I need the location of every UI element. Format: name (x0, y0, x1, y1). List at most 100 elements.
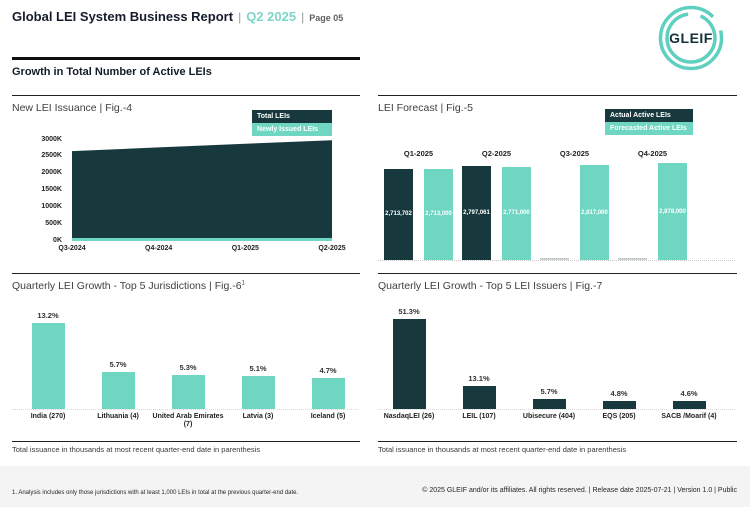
bar-chart-issuers: 51.3% 13.1% 5.7% 4.8% 4.6% (378, 304, 737, 409)
report-period: Q2 2025 (246, 9, 296, 24)
chart-title-fig6: Quarterly LEI Growth - Top 5 Jurisdictio… (12, 280, 245, 292)
forecast-category-label: Q4-2025 (638, 149, 667, 158)
note-divider (12, 441, 360, 442)
bar-value-label: 2,713,000 (425, 211, 452, 217)
legend-item-forecasted-active-leis: Forecasted Active LEIs (605, 122, 693, 135)
header-separator: | (301, 10, 304, 24)
pct-bar (172, 375, 205, 410)
pct-value-label: 4.7% (319, 366, 336, 375)
page-number: Page 05 (309, 13, 343, 23)
forecast-category-label: Q3-2025 (560, 149, 589, 158)
pct-bar (102, 372, 135, 409)
bar-value-label: 2,817,000 (581, 210, 608, 216)
bar-value-label: 2,771,000 (503, 210, 530, 216)
copyright: © 2025 GLEIF and/or its affiliates. All … (422, 487, 737, 494)
panel-top5-lei-issuers: Quarterly LEI Growth - Top 5 LEI Issuers… (378, 273, 737, 461)
pct-bar (32, 323, 65, 409)
x-axis-label: Q2-2025 (318, 245, 345, 252)
pct-value-label: 5.7% (109, 360, 126, 369)
forecasted-active-leis-bar: 2,878,000 (658, 163, 687, 260)
x-axis-label: Q1-2025 (232, 245, 259, 252)
legend-fig4: Total LEIs Newly Issued LEIs (252, 110, 332, 136)
actual-active-leis-bar: 2,713,702 (384, 169, 413, 261)
gleif-logo-text: GLEIF (654, 30, 728, 46)
category-label: Ubisecure (404) (509, 413, 589, 421)
pct-value-label: 13.1% (468, 374, 489, 383)
bar-value-label: 2,878,000 (659, 209, 686, 215)
pct-bar (312, 378, 345, 409)
bar-value-label: 2,713,702 (385, 211, 412, 217)
legend-fig5: Actual Active LEIs Forecasted Active LEI… (605, 109, 693, 135)
forecasted-active-leis-bar: 2,771,000 (502, 167, 531, 260)
legend-item-actual-active-leis: Actual Active LEIs (605, 109, 693, 122)
gleif-logo: GLEIF (654, 4, 728, 72)
actual-active-leis-bar: 2,797,061 (462, 166, 491, 260)
forecast-category-label: Q1-2025 (404, 149, 433, 158)
pct-value-label: 5.7% (540, 387, 557, 396)
chart-note: Total issuance in thousands at most rece… (12, 445, 260, 454)
category-label: Iceland (5) (288, 413, 368, 421)
category-label: Latvia (3) (218, 413, 298, 421)
category-label: NasdaqLEI (26) (369, 413, 449, 421)
bar-value-label: 2,797,061 (463, 210, 490, 216)
panel-lei-forecast: LEI Forecast | Fig.-5 Actual Active LEIs… (378, 95, 737, 274)
category-label: SACB /Moarif (4) (649, 413, 729, 421)
category-label: LEIL (107) (439, 413, 519, 421)
chart-title-fig6-text: Quarterly LEI Growth - Top 5 Jurisdictio… (12, 280, 242, 292)
baseline (378, 409, 735, 410)
pct-bar (673, 401, 706, 409)
y-tick-label: 2000K (12, 169, 62, 176)
pct-value-label: 51.3% (398, 307, 419, 316)
y-tick-label: 1000K (12, 203, 62, 210)
chart-title-fig5: LEI Forecast | Fig.-5 (378, 102, 473, 114)
page-footer: 1. Analysis includes only those jurisdic… (0, 466, 750, 507)
panel-new-lei-issuance: New LEI Issuance | Fig.-4 Total LEIs New… (12, 95, 360, 274)
x-axis-label: Q3-2024 (58, 245, 85, 252)
forecasted-active-leis-bar: 2,817,000 (580, 165, 609, 260)
footnote: 1. Analysis includes only those jurisdic… (12, 490, 298, 496)
baseline (12, 409, 358, 410)
report-page: Global LEI System Business Report | Q2 202… (0, 0, 750, 507)
chart-title-fig7: Quarterly LEI Growth - Top 5 LEI Issuers… (378, 280, 602, 292)
grouped-bar-chart: Q1-2025 Q2-2025 Q3-2025 Q4-2025 2,713,702 2,7… (378, 149, 737, 260)
section-title: Growth in Total Number of Active LEIs (12, 66, 212, 78)
pct-value-label: 4.8% (610, 389, 627, 398)
pct-bar (463, 386, 496, 409)
baseline (378, 260, 735, 261)
forecasted-active-leis-bar: 2,713,000 (424, 169, 453, 260)
header-separator: | (238, 10, 241, 24)
y-tick-label: 0K (12, 237, 62, 244)
legend-item-total-leis: Total LEIs (252, 110, 332, 123)
y-tick-label: 500K (12, 220, 62, 227)
newly-issued-strip (72, 238, 332, 241)
legend-item-newly-issued-leis: Newly Issued LEIs (252, 123, 332, 136)
category-label: United Arab Emirates (7) (148, 413, 228, 429)
pct-bar (393, 319, 426, 409)
x-axis-label: Q4-2024 (145, 245, 172, 252)
forecast-category-label: Q2-2025 (482, 149, 511, 158)
pct-value-label: 5.3% (179, 363, 196, 372)
category-label: EQS (205) (579, 413, 659, 421)
report-title: Global LEI System Business Report (12, 9, 233, 24)
area-series-svg (72, 140, 332, 241)
chart-title-fig6-footnote-marker: 1 (242, 281, 245, 287)
y-tick-label: 2500K (12, 152, 62, 159)
y-tick-label: 1500K (12, 186, 62, 193)
note-divider (378, 441, 737, 442)
total-leis-area (72, 140, 332, 241)
pct-bar (242, 376, 275, 409)
panel-top5-jurisdictions: Quarterly LEI Growth - Top 5 Jurisdictio… (12, 273, 360, 461)
bar-chart-jurisdictions: 13.2% 5.7% 5.3% 5.1% 4.7% (12, 304, 360, 409)
report-header: Global LEI System Business Report | Q2 202… (12, 8, 343, 26)
pct-value-label: 4.6% (680, 389, 697, 398)
pct-value-label: 5.1% (249, 364, 266, 373)
header-divider (12, 57, 360, 60)
chart-note: Total issuance in thousands at most rece… (378, 445, 626, 454)
chart-title-fig4: New LEI Issuance | Fig.-4 (12, 102, 132, 114)
category-label: Lithuania (4) (78, 413, 158, 421)
category-label: India (270) (8, 413, 88, 421)
pct-bar (603, 401, 636, 409)
pct-value-label: 13.2% (37, 311, 58, 320)
area-chart (72, 140, 332, 241)
pct-bar (533, 399, 566, 409)
